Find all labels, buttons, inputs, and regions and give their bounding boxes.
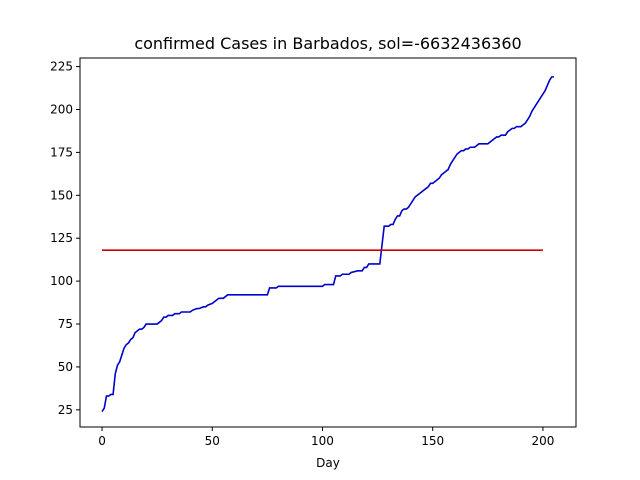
x-tick-label: 50: [205, 434, 220, 448]
y-tick-label: 150: [50, 188, 73, 202]
y-tick-label: 200: [50, 102, 73, 116]
y-tick-label: 75: [58, 317, 73, 331]
y-tick-label: 125: [50, 231, 73, 245]
series-line-0: [101, 76, 554, 412]
y-tick-label: 100: [50, 274, 73, 288]
x-tick-label: 150: [421, 434, 444, 448]
x-tick-label: 0: [98, 434, 106, 448]
x-tick-label: 200: [531, 434, 554, 448]
y-tick-label: 225: [50, 60, 73, 74]
chart-title: confirmed Cases in Barbados, sol=-663243…: [134, 34, 521, 53]
plot-frame: [79, 57, 577, 428]
y-tick-label: 175: [50, 145, 73, 159]
y-tick-label: 50: [58, 360, 73, 374]
x-tick-label: 100: [311, 434, 334, 448]
y-tick-label: 25: [58, 403, 73, 417]
x-axis-label: Day: [316, 456, 340, 470]
